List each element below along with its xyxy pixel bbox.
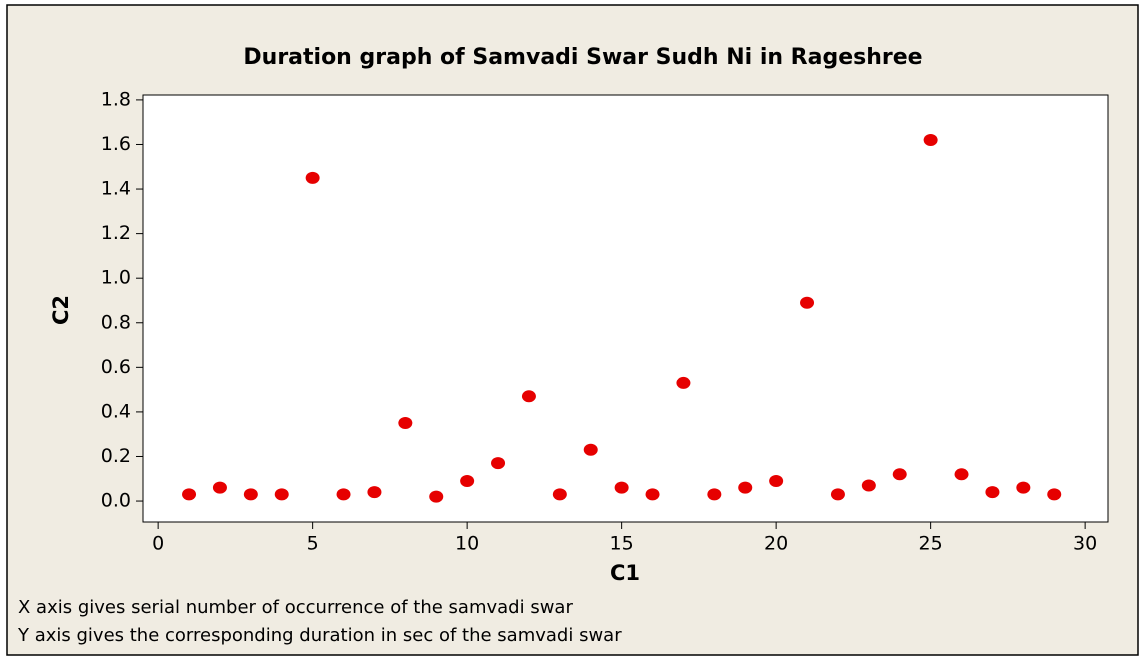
x-tick-label: 20 <box>764 533 788 555</box>
plot-area <box>142 94 1109 523</box>
point <box>552 488 567 501</box>
x-tick-label: 5 <box>307 533 319 555</box>
y-tick-label: 1.2 <box>101 222 131 244</box>
y-tick-label: 0.6 <box>101 356 131 378</box>
point <box>769 474 784 487</box>
point <box>676 376 691 389</box>
point <box>707 488 722 501</box>
y-tick-label: 0.8 <box>101 311 131 333</box>
point <box>305 171 320 184</box>
point <box>182 488 197 501</box>
x-tick-label: 25 <box>919 533 943 555</box>
point <box>1016 481 1031 494</box>
point <box>954 468 969 481</box>
y-tick-label: 0.0 <box>101 490 131 512</box>
point <box>614 481 629 494</box>
point <box>645 488 660 501</box>
y-tick-label: 1.6 <box>101 133 131 155</box>
point <box>738 481 753 494</box>
point <box>274 488 289 501</box>
x-tick-label: 10 <box>455 533 479 555</box>
point <box>985 486 1000 499</box>
x-tick-label: 30 <box>1073 533 1097 555</box>
point <box>367 486 382 499</box>
point <box>892 468 907 481</box>
x-tick-label: 0 <box>152 533 164 555</box>
point <box>583 443 598 456</box>
point <box>830 488 845 501</box>
point <box>923 134 938 147</box>
point <box>243 488 258 501</box>
point <box>398 417 413 430</box>
y-tick-label: 0.2 <box>101 445 131 467</box>
y-axis-label: C2 <box>49 295 73 325</box>
chart-title: Duration graph of Samvadi Swar Sudh Ni i… <box>243 45 922 70</box>
footnote: Y axis gives the corresponding duration … <box>17 625 622 646</box>
point <box>800 296 815 309</box>
point <box>1047 488 1062 501</box>
footnote: X axis gives serial number of occurrence… <box>18 597 573 618</box>
point <box>491 457 506 470</box>
y-tick-label: 0.4 <box>101 400 131 422</box>
point <box>521 390 536 403</box>
point <box>460 474 475 487</box>
y-tick-label: 1.0 <box>101 267 131 289</box>
point <box>861 479 876 492</box>
point <box>336 488 351 501</box>
point <box>429 490 444 503</box>
x-tick-label: 15 <box>610 533 634 555</box>
point <box>212 481 227 494</box>
y-tick-label: 1.4 <box>101 178 131 200</box>
x-axis-label: C1 <box>610 561 640 585</box>
y-tick-label: 1.8 <box>101 88 131 110</box>
